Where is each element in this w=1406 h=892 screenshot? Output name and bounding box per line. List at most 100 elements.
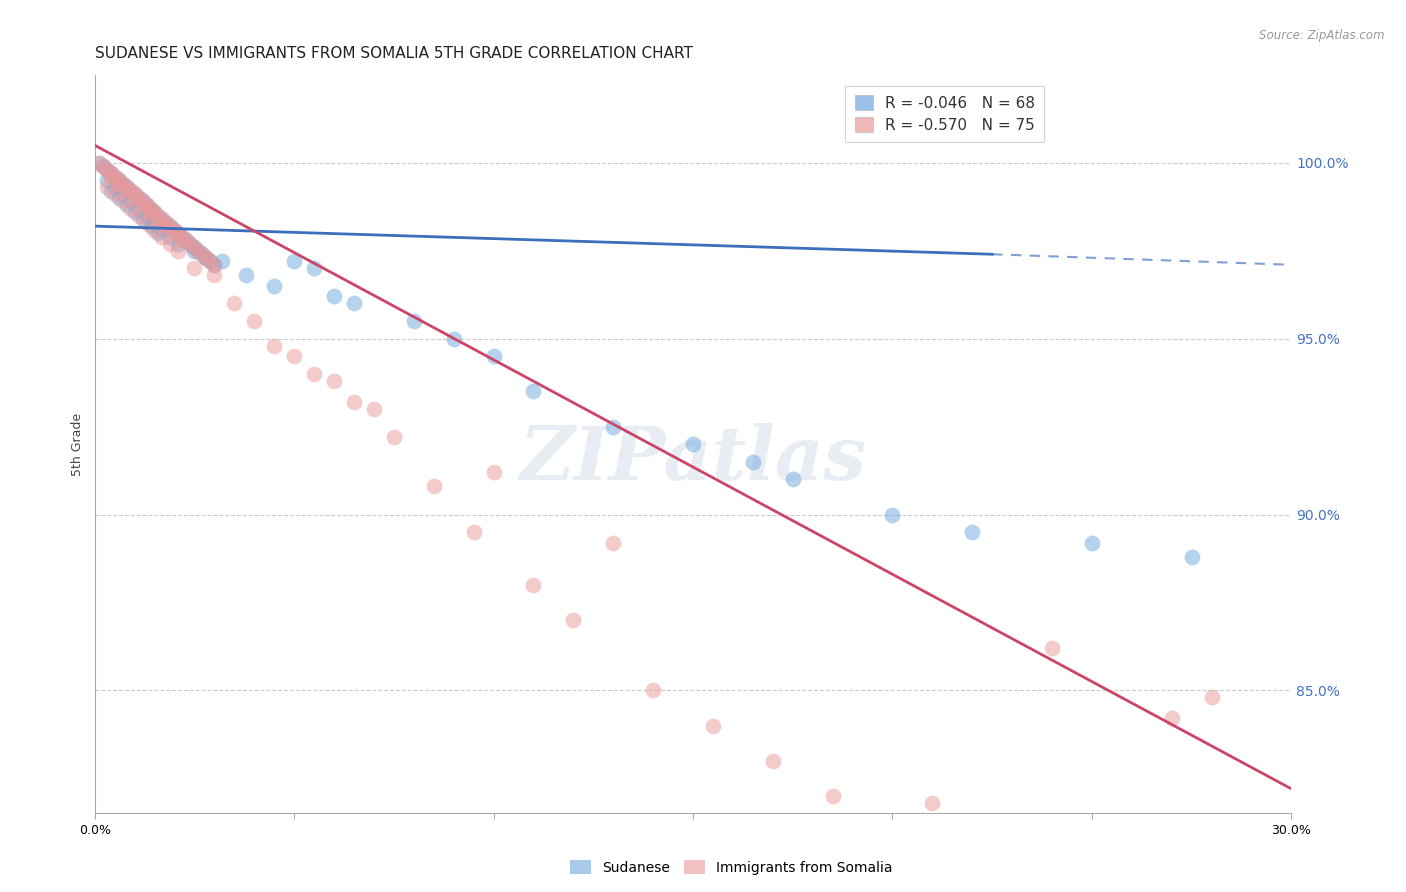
Point [152,229,174,244]
Point [191,247,214,261]
Point [104,169,127,184]
Point [124,205,146,219]
Point [183,240,205,254]
Point [702,718,724,732]
Point [243,314,266,328]
Point [195,251,218,265]
Point [100,169,122,184]
Point [143,222,166,236]
Point [602,419,624,434]
Point [124,187,146,202]
Point [1040,641,1063,656]
Point [741,455,763,469]
Point [159,229,181,244]
Point [111,187,134,202]
Point [562,613,585,627]
Point [100,166,122,180]
Point [155,219,177,233]
Point [482,349,505,363]
Point [131,194,153,209]
Point [115,184,138,198]
Point [96,180,118,194]
Point [107,177,129,191]
Point [202,258,225,272]
Point [263,339,285,353]
Point [283,349,305,363]
Point [100,184,122,198]
Point [152,212,174,227]
Point [91,159,114,173]
Point [323,374,346,388]
Point [128,191,150,205]
Point [163,222,186,236]
Point [120,184,142,198]
Point [187,244,209,258]
Point [104,187,127,202]
Point [821,789,844,803]
Point [107,173,129,187]
Point [1160,711,1182,725]
Point [463,525,485,540]
Point [195,251,218,265]
Point [87,156,110,170]
Point [643,683,665,698]
Point [104,180,127,194]
Point [882,508,904,522]
Point [143,205,166,219]
Point [148,209,170,223]
Point [135,209,157,223]
Point [124,191,146,205]
Point [176,233,198,247]
Point [152,212,174,227]
Point [183,240,205,254]
Point [782,472,804,486]
Point [183,261,205,276]
Point [155,216,177,230]
Point [363,402,385,417]
Point [195,251,218,265]
Point [128,191,150,205]
Point [382,430,405,444]
Point [104,169,127,184]
Point [323,289,346,303]
Point [163,226,186,240]
Point [224,296,246,310]
Point [921,796,943,810]
Point [202,268,225,283]
Point [1201,690,1223,705]
Point [115,198,138,212]
Point [343,296,366,310]
Point [148,209,170,223]
Point [128,202,150,216]
Point [167,236,190,251]
Point [96,162,118,177]
Point [120,194,142,209]
Text: SUDANESE VS IMMIGRANTS FROM SOMALIA 5TH GRADE CORRELATION CHART: SUDANESE VS IMMIGRANTS FROM SOMALIA 5TH … [94,46,693,62]
Point [159,219,181,233]
Point [202,258,225,272]
Point [143,205,166,219]
Point [343,395,366,409]
Point [283,254,305,268]
Point [402,314,425,328]
Point [200,254,222,268]
Point [1081,535,1104,549]
Point [139,219,162,233]
Point [152,222,174,236]
Text: Source: ZipAtlas.com: Source: ZipAtlas.com [1260,29,1385,42]
Point [107,191,129,205]
Point [155,216,177,230]
Point [172,229,194,244]
Point [1181,549,1204,564]
Point [176,233,198,247]
Point [111,177,134,191]
Point [682,437,704,451]
Point [159,236,181,251]
Point [135,198,157,212]
Point [263,279,285,293]
Point [124,187,146,202]
Point [522,384,544,399]
Point [128,209,150,223]
Point [111,194,134,209]
Point [139,205,162,219]
